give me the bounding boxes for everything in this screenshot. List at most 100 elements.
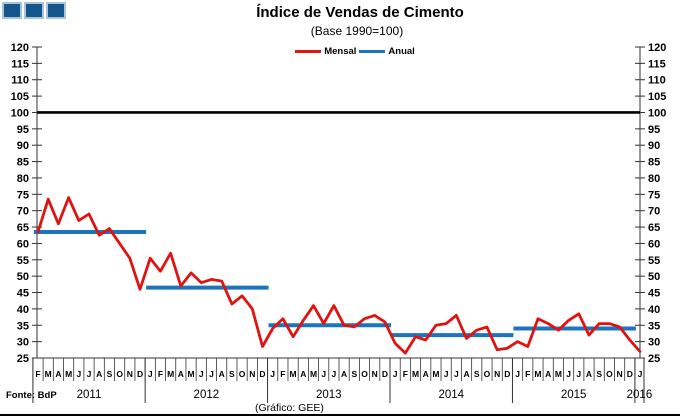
logo	[2, 2, 66, 19]
svg-text:60: 60	[648, 238, 660, 250]
svg-text:N: N	[494, 369, 500, 379]
svg-text:J: J	[321, 369, 326, 379]
svg-text:S: S	[107, 369, 113, 379]
svg-text:D: D	[382, 369, 388, 379]
svg-text:J: J	[87, 369, 92, 379]
svg-text:120: 120	[11, 42, 29, 54]
svg-text:O: O	[239, 369, 246, 379]
svg-text:60: 60	[17, 238, 29, 250]
logo-square-icon	[2, 2, 22, 19]
svg-text:D: D	[259, 369, 265, 379]
svg-text:70: 70	[17, 206, 29, 218]
svg-text:J: J	[515, 369, 520, 379]
svg-text:90: 90	[648, 140, 660, 152]
svg-text:N: N	[372, 369, 378, 379]
svg-text:J: J	[332, 369, 337, 379]
svg-text:J: J	[76, 369, 81, 379]
svg-text:95: 95	[17, 124, 29, 136]
svg-text:J: J	[576, 369, 581, 379]
svg-text:D: D	[504, 369, 510, 379]
svg-text:O: O	[361, 369, 368, 379]
svg-text:110: 110	[648, 75, 666, 87]
svg-text:115: 115	[648, 58, 666, 70]
svg-text:2014: 2014	[438, 389, 464, 401]
svg-text:J: J	[393, 369, 398, 379]
svg-text:A: A	[55, 369, 61, 379]
svg-text:75: 75	[17, 189, 29, 201]
svg-text:A: A	[219, 369, 225, 379]
svg-text:105: 105	[11, 91, 29, 103]
svg-text:M: M	[412, 369, 419, 379]
svg-text:D: D	[627, 369, 633, 379]
svg-text:J: J	[638, 369, 643, 379]
svg-text:85: 85	[17, 157, 29, 169]
svg-text:F: F	[525, 369, 530, 379]
svg-text:J: J	[148, 369, 153, 379]
svg-text:90: 90	[17, 140, 29, 152]
svg-text:F: F	[35, 369, 40, 379]
svg-text:A: A	[178, 369, 184, 379]
svg-text:40: 40	[648, 304, 660, 316]
legend-label-mensal: Mensal	[324, 46, 357, 57]
svg-text:O: O	[484, 369, 491, 379]
svg-text:F: F	[280, 369, 285, 379]
svg-text:35: 35	[17, 320, 29, 332]
svg-text:D: D	[137, 369, 143, 379]
svg-text:A: A	[341, 369, 347, 379]
svg-text:M: M	[555, 369, 562, 379]
svg-text:O: O	[606, 369, 613, 379]
svg-text:55: 55	[648, 255, 660, 267]
svg-text:J: J	[444, 369, 449, 379]
svg-text:F: F	[403, 369, 408, 379]
source-note: Fonte: BdP	[6, 390, 57, 401]
svg-text:120: 120	[648, 42, 666, 54]
svg-text:S: S	[474, 369, 480, 379]
legend-label-anual: Anual	[388, 46, 415, 57]
svg-text:80: 80	[648, 173, 660, 185]
svg-text:40: 40	[17, 304, 29, 316]
svg-text:M: M	[534, 369, 541, 379]
svg-text:J: J	[270, 369, 275, 379]
svg-text:M: M	[290, 369, 297, 379]
bottom-border	[0, 414, 680, 416]
svg-text:S: S	[351, 369, 357, 379]
x-axis-years: 2011 2012 2013 2014 2015 2016	[32, 358, 653, 403]
svg-text:A: A	[96, 369, 102, 379]
svg-text:O: O	[116, 369, 123, 379]
logo-square-icon	[46, 2, 66, 19]
svg-text:25: 25	[648, 353, 660, 365]
y-ticks: 25 25 30 30 35 35 40 40 45 45 50 50 55 55 60 60 65 65 70 70…	[11, 42, 667, 365]
svg-text:30: 30	[17, 337, 29, 349]
svg-text:J: J	[454, 369, 459, 379]
svg-text:85: 85	[648, 157, 660, 169]
svg-text:70: 70	[648, 206, 660, 218]
svg-text:M: M	[65, 369, 72, 379]
chart-legend: Mensal Anual	[0, 46, 680, 57]
svg-text:2012: 2012	[194, 389, 220, 401]
svg-text:M: M	[432, 369, 439, 379]
svg-text:2016: 2016	[627, 389, 653, 401]
svg-text:2015: 2015	[561, 389, 587, 401]
svg-text:J: J	[209, 369, 214, 379]
svg-text:A: A	[545, 369, 551, 379]
svg-text:80: 80	[17, 173, 29, 185]
svg-text:75: 75	[648, 189, 660, 201]
svg-text:N: N	[127, 369, 133, 379]
svg-text:J: J	[566, 369, 571, 379]
svg-text:F: F	[158, 369, 163, 379]
svg-text:95: 95	[648, 124, 660, 136]
svg-text:A: A	[423, 369, 429, 379]
svg-text:65: 65	[17, 222, 29, 234]
anual-line-swatch-icon	[359, 50, 386, 53]
svg-text:100: 100	[648, 107, 666, 119]
svg-text:2013: 2013	[316, 389, 342, 401]
credit-note: (Gráfico: GEE)	[255, 402, 324, 414]
svg-text:55: 55	[17, 255, 29, 267]
mensal-line-swatch-icon	[295, 50, 322, 53]
svg-text:45: 45	[17, 288, 29, 300]
svg-text:50: 50	[648, 271, 660, 283]
svg-text:65: 65	[648, 222, 660, 234]
